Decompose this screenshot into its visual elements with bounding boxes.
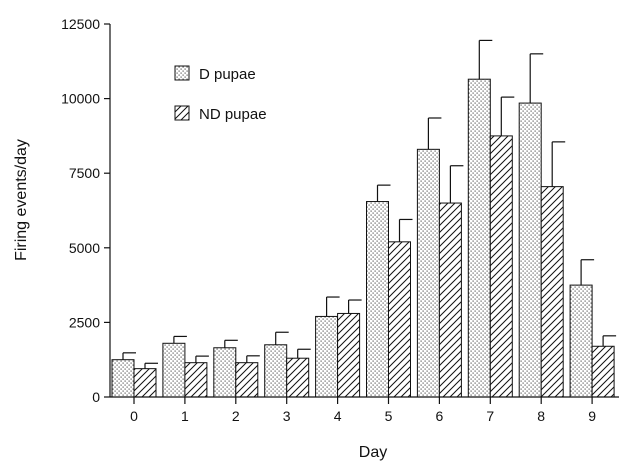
bar-d-pupae-day-4 (315, 315, 339, 398)
bar-nd-pupae-day-3 (286, 357, 310, 398)
bar-nd-pupae-day-5 (388, 241, 411, 398)
plot-area (111, 39, 617, 398)
x-tick-label-6: 6 (436, 408, 444, 424)
bar-nd-pupae-day-0 (133, 368, 157, 398)
x-tick-label-3: 3 (283, 408, 291, 424)
legend: D pupae ND pupae (174, 65, 267, 123)
bar-d-pupae-day-7 (467, 78, 491, 398)
x-tick-label-1: 1 (181, 408, 189, 424)
bar-d-pupae-day-2 (213, 347, 237, 398)
bar-d-pupae-day-9 (569, 284, 593, 398)
x-tick-label-8: 8 (537, 408, 545, 424)
bar-nd-pupae-day-9 (591, 345, 615, 398)
bar-nd-pupae-day-7 (489, 135, 513, 398)
bar-d-pupae-day-6 (416, 148, 440, 398)
bar-d-pupae-day-5 (366, 201, 389, 398)
x-tick-label-7: 7 (486, 408, 494, 424)
bar-nd-pupae-day-1 (184, 362, 208, 398)
y-axis-label: Firing events/day (13, 139, 30, 261)
y-tick-label-12500: 12500 (61, 16, 100, 32)
legend-swatch-d-pupae (174, 65, 190, 81)
x-tick-label-0: 0 (130, 408, 138, 424)
x-tick-label-5: 5 (385, 408, 393, 424)
legend-label-d-pupae: D pupae (199, 66, 256, 83)
x-tick-label-4: 4 (334, 408, 342, 424)
bar-nd-pupae-day-2 (235, 362, 259, 398)
y-tick-label-5000: 5000 (69, 240, 100, 256)
x-tick-label-9: 9 (588, 408, 596, 424)
y-tick-label-10000: 10000 (61, 91, 100, 107)
legend-swatch-nd-pupae (174, 105, 190, 121)
bar-d-pupae-day-3 (264, 344, 288, 398)
bar-d-pupae-day-8 (518, 102, 542, 398)
bar-nd-pupae-day-8 (540, 186, 564, 398)
x-tick-label-2: 2 (232, 408, 240, 424)
axes: 0 2500 5000 7500 10000 12500 0 1 2 3 4 5 6 7 8 9 (61, 16, 619, 424)
legend-label-nd-pupae: ND pupae (199, 106, 267, 123)
y-tick-label-2500: 2500 (69, 314, 100, 330)
y-tick-label-0: 0 (92, 389, 100, 405)
bar-d-pupae-day-0 (111, 359, 135, 398)
bar-nd-pupae-day-6 (438, 202, 462, 398)
bar-nd-pupae-day-4 (337, 312, 361, 398)
y-tick-label-7500: 7500 (69, 165, 100, 181)
x-axis-label: Day (359, 444, 387, 461)
bar-d-pupae-day-1 (162, 342, 186, 398)
